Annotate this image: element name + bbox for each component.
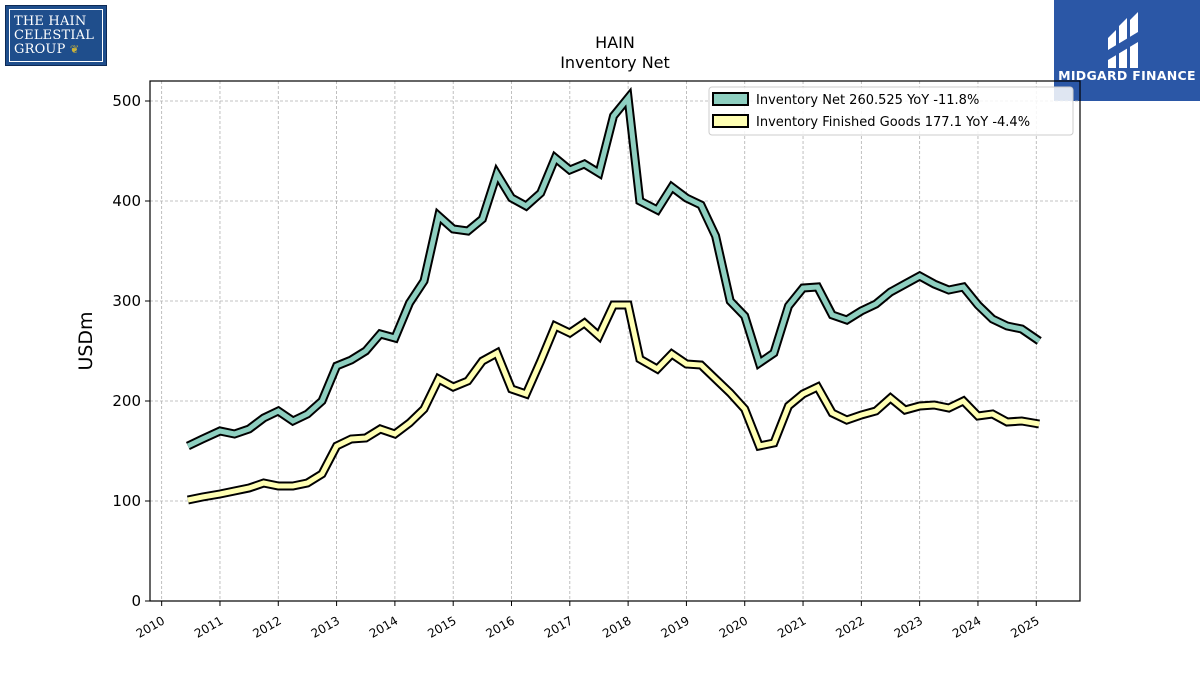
y-tick-label: 200 bbox=[112, 392, 141, 410]
y-tick-label: 400 bbox=[112, 192, 141, 210]
legend-label-net: Inventory Net 260.525 YoY -11.8% bbox=[756, 93, 979, 108]
midgard-finance-logo: MIDGARD FINANCE bbox=[1054, 0, 1200, 101]
logo-line-2: CELESTIAL bbox=[14, 27, 95, 43]
legend: Inventory Net 260.525 YoY -11.8% Invento… bbox=[708, 86, 1074, 136]
x-tick-label: 2016 bbox=[484, 613, 517, 640]
x-tick-label: 2017 bbox=[542, 613, 575, 640]
x-tick-label: 2011 bbox=[192, 613, 225, 640]
y-tick-label: 0 bbox=[131, 592, 141, 610]
x-tick-label: 2015 bbox=[425, 613, 458, 640]
x-tick-label: 2022 bbox=[833, 613, 866, 640]
hain-celestial-logo: THE HAIN CELESTIAL GROUP ❦ bbox=[5, 5, 107, 66]
legend-swatch-fg bbox=[712, 114, 749, 128]
series-outline-net bbox=[185, 86, 1042, 451]
x-tick-label: 2020 bbox=[717, 613, 750, 640]
midgard-brand-text: MIDGARD FINANCE bbox=[1058, 68, 1196, 83]
leaf-icon: ❦ bbox=[69, 42, 80, 56]
grid-lines bbox=[150, 81, 1080, 601]
y-tick-label: 100 bbox=[112, 492, 141, 510]
x-tick-label: 2013 bbox=[309, 613, 342, 640]
x-ticks: 2010 2011 2012 2013 2014 2015 2016 2017 2018 2019… bbox=[134, 601, 1042, 641]
logo-line-1: THE HAIN bbox=[14, 13, 87, 29]
x-tick-label: 2012 bbox=[250, 613, 283, 640]
legend-swatch-net bbox=[712, 92, 749, 106]
series-line-fg bbox=[187, 302, 1040, 503]
x-tick-label: 2023 bbox=[892, 613, 925, 640]
logo-line-3: GROUP bbox=[14, 41, 66, 57]
legend-label-fg: Inventory Finished Goods 177.1 YoY -4.4% bbox=[756, 115, 1030, 130]
midgard-mark-icon bbox=[1108, 12, 1138, 68]
y-axis-label: USDm bbox=[75, 311, 97, 370]
y-tick-label: 300 bbox=[112, 292, 141, 310]
series-line-net bbox=[186, 91, 1041, 449]
chart-subtitle: Inventory Net bbox=[560, 53, 670, 72]
x-tick-label: 2021 bbox=[775, 613, 808, 640]
plot-frame bbox=[149, 80, 1081, 602]
x-tick-label: 2014 bbox=[367, 613, 400, 640]
legend-box bbox=[708, 86, 1074, 136]
chart-title: HAIN bbox=[595, 33, 635, 52]
x-tick-label: 2010 bbox=[134, 613, 167, 640]
x-tick-label: 2019 bbox=[658, 613, 691, 640]
series-layer bbox=[185, 86, 1042, 505]
x-tick-label: 2024 bbox=[950, 613, 983, 640]
x-tick-label: 2018 bbox=[600, 613, 633, 640]
x-tick-label: 2025 bbox=[1008, 613, 1041, 640]
y-tick-label: 500 bbox=[112, 92, 141, 110]
y-ticks: 0 100 200 300 400 500 bbox=[112, 92, 150, 610]
